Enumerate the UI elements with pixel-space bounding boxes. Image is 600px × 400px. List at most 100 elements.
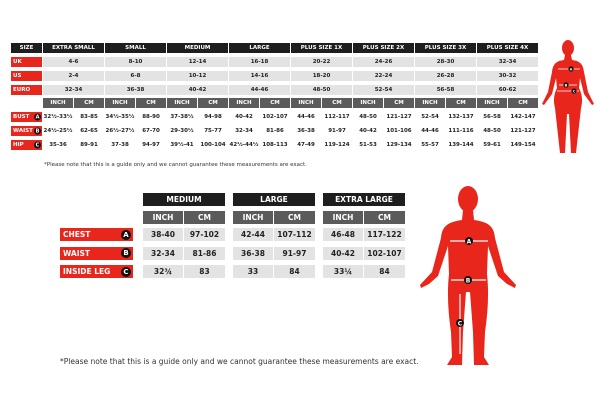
conversion-cell: 8-10 (105, 57, 166, 67)
unit-cm-header-text: CM (208, 100, 218, 106)
conversion-cell-text: 36-38 (126, 87, 145, 93)
conversion-cell-text: 8-10 (128, 59, 143, 65)
unit-cm-header-text: CM (518, 100, 528, 106)
measure-inch-cell-text: 59-61 (483, 142, 501, 148)
conversion-cell-text: 40-42 (188, 87, 207, 93)
measure-cm-cell: 84 (364, 265, 405, 278)
measure-badge: A (34, 113, 41, 121)
conversion-cell: 28-30 (415, 57, 476, 67)
measure-inch-cell: 26½-27½ (105, 126, 135, 136)
measure-inch-cell: 29-30½ (167, 126, 197, 136)
size-column-header-text: SMALL (125, 45, 146, 51)
measure-cm-cell: 119-124 (322, 140, 352, 150)
conversion-row-label: US (11, 71, 42, 81)
measure-inch-cell-text: 32-34 (151, 248, 175, 258)
measure-inch-cell: 51-53 (353, 140, 383, 150)
unit-cm-header: CM (184, 211, 225, 224)
conversion-cell: 18-20 (291, 71, 352, 81)
measure-cm-cell: 102-107 (260, 112, 290, 122)
measure-inch-cell: 36-38 (291, 126, 321, 136)
size-column-header: LARGE (233, 193, 315, 206)
unit-cm-header: CM (136, 98, 166, 108)
unit-inch-header-text: INCH (484, 100, 500, 106)
unit-cm-header: CM (384, 98, 414, 108)
unit-cm-header-text: CM (288, 213, 301, 222)
measure-inch-cell: 32¾ (143, 265, 183, 278)
measure-cm-cell: 102-107 (364, 246, 405, 260)
conversion-row-label: EURO (11, 85, 42, 95)
measure-inch-cell: 52-54 (415, 112, 445, 122)
measure-cm-cell: 81-86 (260, 126, 290, 136)
measure-badge: B (34, 127, 41, 135)
male-figure: A B C (420, 186, 516, 365)
measure-inch-cell: 32-34 (229, 126, 259, 136)
measure-cm-cell: 129-134 (384, 140, 414, 150)
measure-cm-cell: 94-98 (198, 112, 228, 122)
measure-cm-cell-text: 62-65 (80, 128, 98, 134)
unit-inch-header: INCH (353, 98, 383, 108)
unit-cm-header-text: CM (378, 213, 391, 222)
measure-inch-cell-text: 46-48 (331, 230, 355, 239)
conversion-cell-text: 22-24 (374, 73, 393, 79)
measure-inch-cell-text: 34½-35½ (105, 114, 135, 120)
measure-inch-cell: 42½-44½ (229, 140, 259, 150)
measure-inch-cell-text: 48-50 (359, 114, 377, 120)
measure-cm-cell-text: 67-70 (142, 128, 160, 134)
measure-cm-cell-text: 129-134 (386, 142, 412, 148)
measure-inch-cell-text: 24½-25½ (43, 128, 73, 134)
measure-cm-cell-text: 81-86 (192, 248, 217, 258)
unit-cm-header: CM (198, 98, 228, 108)
unit-inch-header: INCH (233, 211, 273, 224)
conversion-cell: 36-38 (105, 85, 166, 95)
measure-row-label: CHEST A (60, 228, 133, 241)
measure-cm-cell-text: 112-117 (324, 114, 350, 120)
size-column-header-text: LARGE (260, 195, 288, 204)
measure-inch-cell-text: 26½-27½ (105, 128, 135, 134)
measure-inch-cell: 44-46 (415, 126, 445, 136)
measure-cm-cell: 101-106 (384, 126, 414, 136)
unit-inch-header: INCH (43, 98, 73, 108)
conversion-cell: 6-8 (105, 71, 166, 81)
measure-cm-cell-text: 121-127 (510, 128, 536, 134)
measure-inch-cell: 56-58 (477, 112, 507, 122)
unit-cm-header-text: CM (198, 213, 211, 222)
measure-inch-cell: 55-57 (415, 140, 445, 150)
conversion-cell-text: 4-6 (68, 59, 79, 65)
unit-cm-header: CM (260, 98, 290, 108)
measure-cm-cell: 84 (274, 265, 315, 278)
conversion-cell-text: 2-4 (68, 73, 79, 79)
conversion-row-label-text: EURO (13, 87, 31, 93)
measure-inch-cell-text: 47-49 (297, 142, 315, 148)
conversion-cell-text: 16-18 (250, 59, 269, 65)
measure-inch-cell-text: 36-38 (241, 248, 265, 258)
unit-inch-header: INCH (167, 98, 197, 108)
conversion-cell: 20-22 (291, 57, 352, 67)
measure-cm-cell-text: 121-127 (386, 114, 412, 120)
measure-inch-cell: 40-42 (229, 112, 259, 122)
conversion-row-label: UK (11, 57, 42, 67)
conversion-cell: 40-42 (167, 85, 228, 95)
size-column-header: PLUS SIZE 1X (291, 43, 352, 53)
conversion-row-label-text: UK (13, 59, 22, 65)
measure-cm-cell: 91-97 (274, 246, 315, 260)
measure-inch-cell: 32½-33½ (43, 112, 73, 122)
unit-cm-header-text: CM (394, 100, 404, 106)
measure-cm-cell-text: 100-104 (200, 142, 226, 148)
measure-inch-cell: 46-48 (323, 228, 363, 241)
conversion-cell: 14-16 (229, 71, 290, 81)
measure-cm-cell: 139-144 (446, 140, 476, 150)
measure-cm-cell-text: 75-77 (204, 128, 222, 134)
unit-inch-header-text: INCH (50, 100, 66, 106)
measure-inch-cell: 38-40 (143, 228, 183, 241)
measure-inch-cell: 39½-41 (167, 140, 197, 150)
measure-cm-cell: 108-113 (260, 140, 290, 150)
conversion-cell: 32-34 (477, 57, 538, 67)
size-column-header: MEDIUM (167, 43, 228, 53)
unit-inch-header-text: INCH (360, 100, 376, 106)
measure-inch-cell: 59-61 (477, 140, 507, 150)
measure-inch-cell: 33 (233, 265, 273, 278)
measure-inch-cell: 37-38 (105, 140, 135, 150)
measure-cm-cell-text: 97-102 (189, 230, 220, 239)
measure-cm-cell: 111-116 (446, 126, 476, 136)
measure-row-label-text: WAIST (63, 248, 91, 258)
